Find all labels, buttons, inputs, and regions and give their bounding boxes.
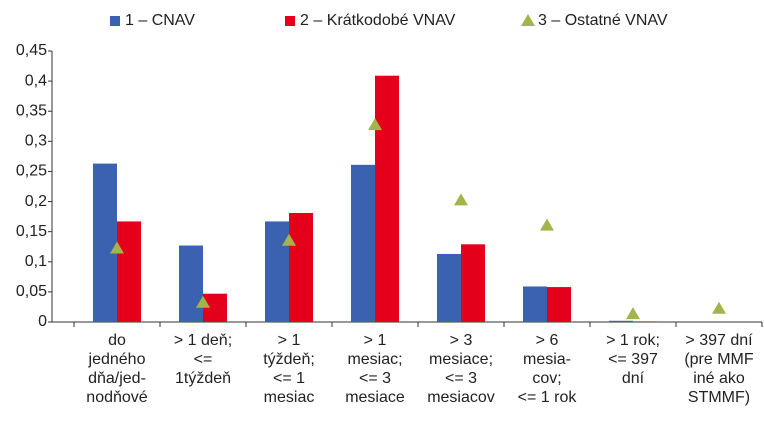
x-tick-label: <= 3 bbox=[445, 370, 477, 387]
marker bbox=[712, 301, 726, 314]
x-tick-label: <= 1 rok bbox=[518, 389, 578, 406]
x-tick-label: týždeň; bbox=[263, 351, 315, 368]
marker bbox=[110, 241, 124, 254]
x-tick-label: <= 3 bbox=[359, 370, 391, 387]
bar bbox=[289, 212, 313, 322]
x-tick-label: dňa/jed- bbox=[88, 370, 146, 387]
marker bbox=[626, 307, 640, 320]
x-tick-label: mesia- bbox=[523, 351, 571, 368]
x-tick-label: <= 1 bbox=[273, 370, 305, 387]
x-tick-label: 1týždeň bbox=[175, 370, 231, 387]
y-tick-label: 0,05 bbox=[16, 283, 47, 300]
bar bbox=[351, 164, 375, 322]
x-tick-label: mesiace bbox=[345, 389, 405, 406]
marker bbox=[196, 295, 210, 308]
marker bbox=[454, 193, 468, 206]
bar bbox=[93, 163, 117, 322]
x-tick-label: > 6 bbox=[536, 332, 559, 349]
legend-marker bbox=[110, 16, 120, 26]
x-tick-label: cov; bbox=[532, 370, 561, 387]
x-tick-label: > 1 bbox=[364, 332, 387, 349]
bar bbox=[179, 245, 203, 322]
y-tick-label: 0,1 bbox=[25, 253, 47, 270]
y-tick-label: 0 bbox=[38, 313, 47, 330]
bar bbox=[265, 221, 289, 322]
x-tick-label: > 3 bbox=[450, 332, 473, 349]
marker bbox=[540, 218, 554, 231]
y-tick-label: 0,35 bbox=[16, 102, 47, 119]
bar bbox=[609, 320, 633, 322]
x-tick-label: > 1 rok; bbox=[606, 332, 660, 349]
y-tick-label: 0,3 bbox=[25, 133, 47, 150]
y-tick-label: 0,2 bbox=[25, 193, 47, 210]
x-tick-label: > 1 bbox=[278, 332, 301, 349]
x-tick-label: iné ako bbox=[693, 370, 745, 387]
y-tick-label: 0,45 bbox=[16, 42, 47, 59]
x-tick-label: do bbox=[108, 332, 126, 349]
y-tick-label: 0,25 bbox=[16, 163, 47, 180]
x-tick-label: nodňové bbox=[86, 389, 147, 406]
bar bbox=[203, 293, 227, 322]
legend-marker bbox=[521, 14, 535, 26]
x-tick-label: > 1 deň; bbox=[174, 332, 232, 349]
x-tick-label: <= 397 bbox=[608, 351, 658, 368]
legend-label: 3 – Ostatné VNAV bbox=[538, 12, 668, 29]
x-tick-label: mesiace; bbox=[429, 351, 493, 368]
x-tick-label: mesiacov bbox=[427, 389, 495, 406]
bar bbox=[547, 287, 571, 322]
x-tick-label: mesiac bbox=[264, 389, 315, 406]
marker bbox=[368, 118, 382, 131]
bar bbox=[375, 75, 399, 323]
bar bbox=[437, 253, 461, 322]
x-tick-label: dní bbox=[622, 370, 645, 387]
bar bbox=[633, 321, 657, 322]
bar bbox=[461, 244, 485, 322]
bar bbox=[117, 221, 141, 322]
legend-label: 1 – CNAV bbox=[125, 12, 195, 29]
x-tick-label: > 397 dní bbox=[685, 332, 753, 349]
x-tick-label: jedného bbox=[88, 351, 146, 368]
x-tick-label: STMMF) bbox=[688, 389, 750, 406]
marker bbox=[282, 233, 296, 246]
legend-marker bbox=[285, 16, 295, 26]
bar bbox=[523, 286, 547, 322]
x-tick-label: <= bbox=[194, 351, 213, 368]
y-tick-label: 0,4 bbox=[25, 72, 47, 89]
legend-label: 2 – Krátkodobé VNAV bbox=[300, 12, 456, 29]
x-tick-label: (pre MMF bbox=[684, 351, 754, 368]
x-tick-label: mesiac; bbox=[347, 351, 402, 368]
y-tick-label: 0,15 bbox=[16, 223, 47, 240]
